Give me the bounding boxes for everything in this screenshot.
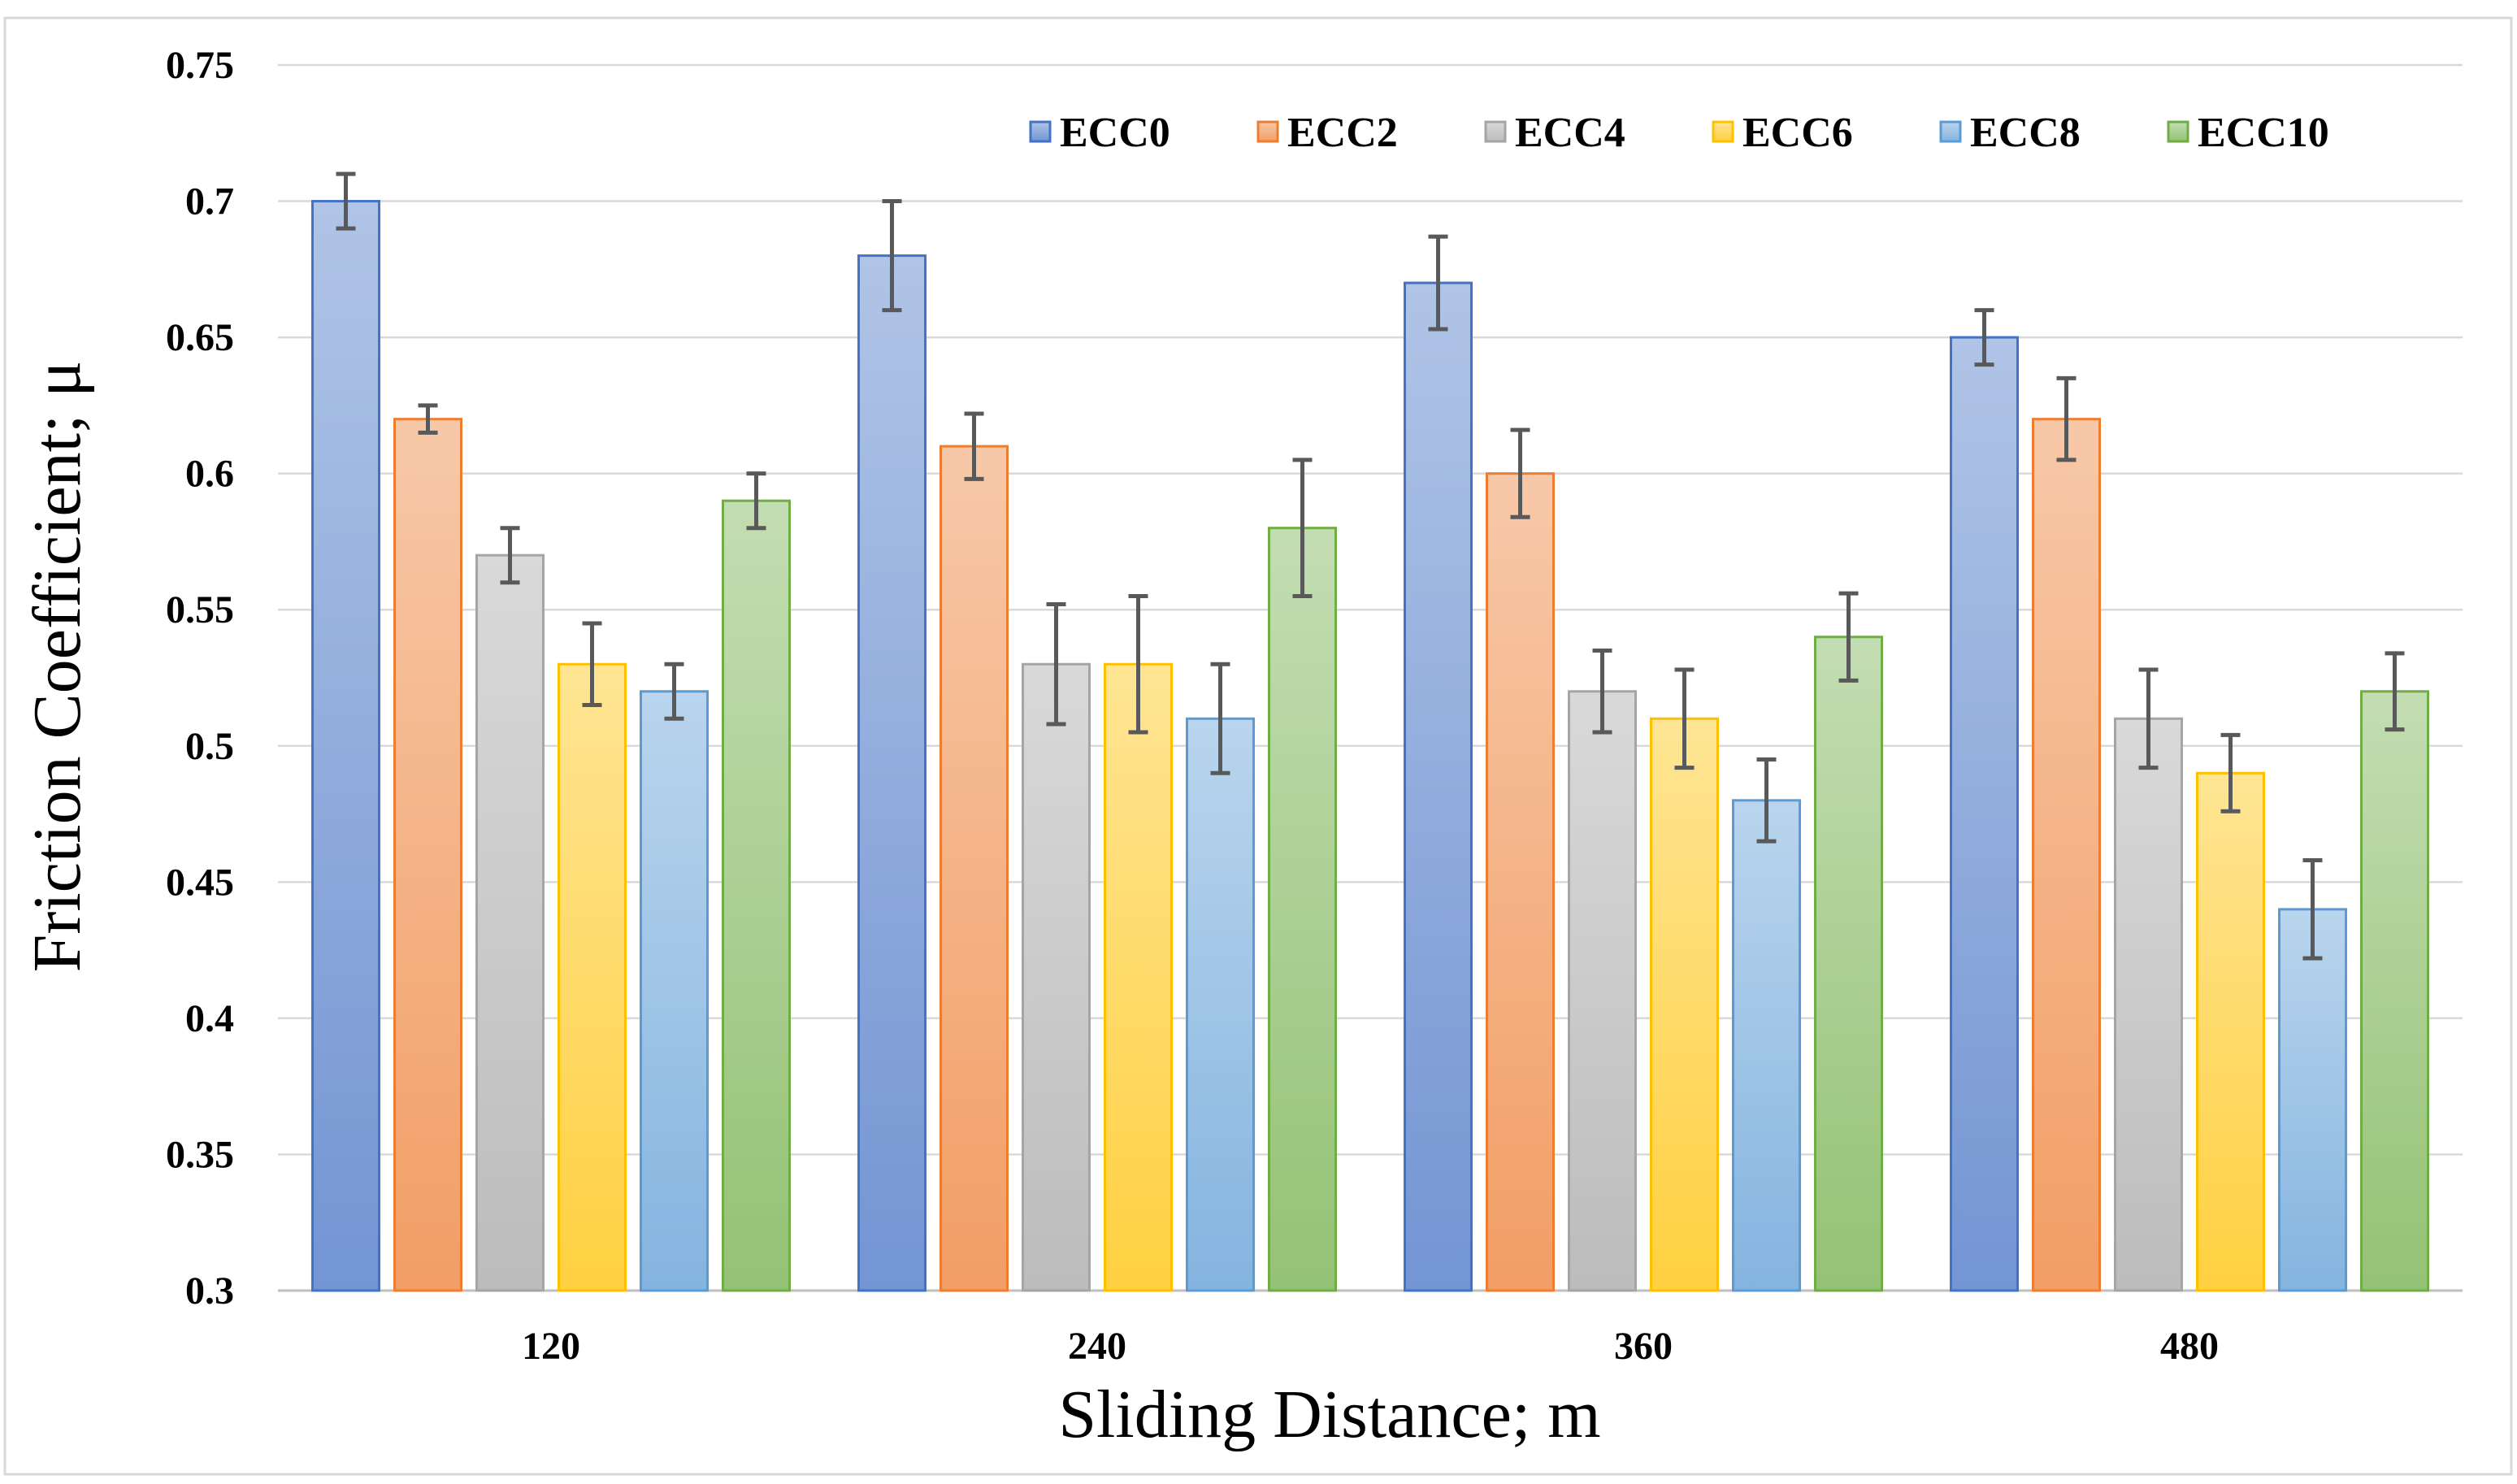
legend-swatch [1256, 120, 1279, 143]
error-bar-ecc2-480 [2056, 375, 2077, 462]
legend-item-ecc2: ECC2 [1256, 110, 1398, 156]
bar-ecc4-360 [1568, 690, 1637, 1292]
y-tick-label: 0.4 [185, 997, 234, 1040]
error-bar-ecc4-240 [1046, 602, 1066, 727]
bar-ecc10-360 [1814, 636, 1883, 1292]
error-bar-ecc2-120 [418, 403, 438, 435]
error-bar-ecc4-120 [500, 526, 520, 585]
bar-ecc4-120 [475, 553, 545, 1292]
legend-swatch [1939, 120, 1962, 143]
error-bar-ecc4-480 [2138, 667, 2159, 770]
legend-item-ecc4: ECC4 [1484, 110, 1625, 156]
bar-ecc2-240 [940, 445, 1009, 1292]
bar-ecc8-360 [1732, 799, 1801, 1292]
legend-item-ecc10: ECC10 [2167, 110, 2329, 156]
bar-ecc2-120 [393, 418, 462, 1292]
bar-ecc4-240 [1022, 662, 1091, 1292]
x-axis-ticks: 120 240 360 480 [522, 1325, 2219, 1368]
x-tick-label: 360 [1614, 1325, 1673, 1368]
bar-ecc6-360 [1650, 717, 1719, 1292]
error-bar-ecc6-120 [582, 621, 602, 708]
error-bar-ecc0-360 [1428, 234, 1448, 332]
error-bars [336, 171, 2405, 961]
x-axis-title: Sliding Distance; m [1058, 1377, 1600, 1452]
error-bar-ecc6-360 [1674, 667, 1695, 770]
y-tick-label: 0.35 [166, 1133, 234, 1176]
error-bar-ecc8-120 [664, 662, 684, 721]
error-bar-ecc0-240 [882, 199, 902, 313]
y-axis-title: Friction Coefficient; μ [20, 361, 95, 973]
y-tick-label: 0.3 [185, 1269, 234, 1313]
bar-ecc6-120 [558, 662, 627, 1292]
x-tick-label: 240 [1068, 1325, 1126, 1368]
bar-ecc8-240 [1186, 717, 1255, 1292]
legend-label: ECC6 [1742, 110, 1853, 156]
bar-ecc6-480 [2196, 771, 2265, 1292]
error-bar-ecc0-480 [1974, 308, 1994, 367]
legend-swatch [1029, 120, 1052, 143]
x-tick-label: 480 [2160, 1325, 2219, 1368]
y-tick-label: 0.55 [166, 588, 234, 631]
error-bar-ecc6-240 [1128, 593, 1148, 735]
legend-label: ECC2 [1287, 110, 1398, 156]
y-tick-label: 0.45 [166, 861, 234, 904]
error-bar-ecc10-240 [1292, 458, 1313, 598]
error-bar-ecc8-240 [1210, 662, 1230, 775]
bar-ecc0-120 [311, 200, 380, 1292]
legend-label: ECC8 [1970, 110, 2081, 156]
error-bar-ecc10-360 [1838, 591, 1859, 683]
bar-ecc8-480 [2278, 908, 2347, 1292]
bar-ecc2-480 [2032, 418, 2101, 1292]
y-axis-ticks: 0.3 0.35 0.4 0.45 0.5 0.55 0.6 0.65 0.7 0.75 [166, 44, 234, 1313]
bar-ecc2-360 [1486, 472, 1555, 1292]
legend-label: ECC0 [1060, 110, 1170, 156]
legend-item-ecc8: ECC8 [1939, 110, 2081, 156]
bar-ecc0-240 [857, 254, 927, 1292]
error-bar-ecc0-120 [336, 171, 356, 231]
error-bar-ecc2-360 [1510, 427, 1530, 519]
y-tick-label: 0.65 [166, 316, 234, 359]
legend-item-ecc6: ECC6 [1712, 110, 1853, 156]
bar-ecc10-120 [722, 499, 791, 1292]
legend: ECC0 ECC2 ECC4 ECC6 ECC8 ECC10 [1029, 110, 2329, 156]
bar-ecc0-360 [1404, 281, 1473, 1292]
y-tick-label: 0.7 [185, 180, 234, 223]
legend-swatch [1712, 120, 1734, 143]
bar-ecc6-240 [1104, 662, 1173, 1292]
bar-ecc10-480 [2360, 690, 2429, 1292]
bars [311, 200, 2429, 1292]
legend-swatch [1484, 120, 1507, 143]
bar-ecc4-480 [2114, 717, 2183, 1292]
error-bar-ecc10-120 [746, 471, 766, 531]
legend-label: ECC4 [1515, 110, 1625, 156]
legend-item-ecc0: ECC0 [1029, 110, 1170, 156]
error-bar-ecc8-480 [2302, 858, 2323, 961]
bar-ecc0-480 [1950, 336, 2019, 1292]
y-tick-label: 0.5 [185, 725, 234, 768]
legend-label: ECC10 [2198, 110, 2329, 156]
error-bar-ecc6-480 [2220, 732, 2241, 814]
y-tick-label: 0.6 [185, 453, 234, 496]
x-tick-label: 120 [522, 1325, 580, 1368]
error-bar-ecc10-480 [2385, 651, 2405, 732]
error-bar-ecc4-360 [1592, 648, 1612, 735]
error-bar-ecc8-360 [1756, 757, 1777, 844]
error-bar-ecc2-240 [964, 411, 984, 481]
y-tick-label: 0.75 [166, 44, 234, 87]
bar-ecc10-240 [1268, 527, 1337, 1292]
legend-swatch [2167, 120, 2189, 143]
bar-ecc8-120 [640, 690, 709, 1292]
